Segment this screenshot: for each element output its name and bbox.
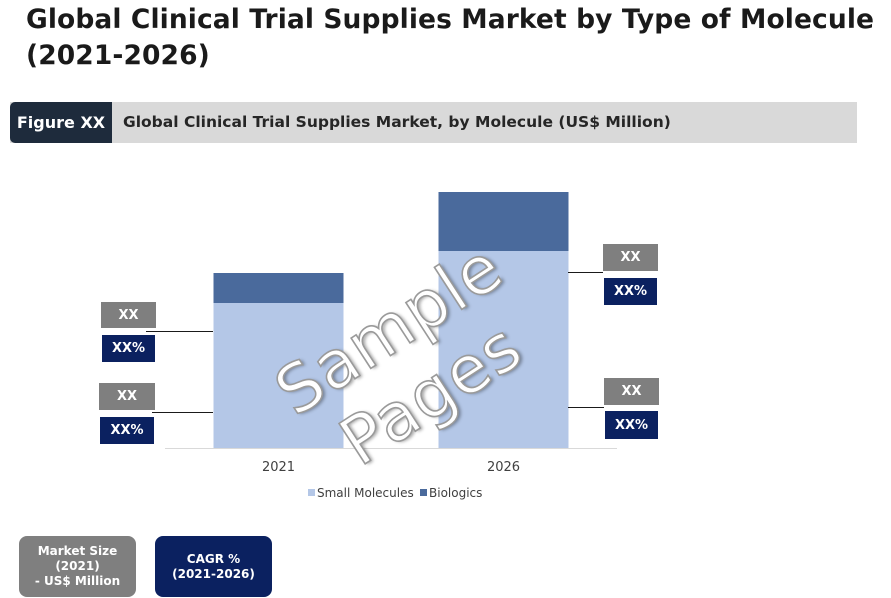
market-size-box: Market Size (2021) - US$ Million (19, 536, 136, 597)
x-tick-label-2021: 2021 (262, 460, 295, 475)
bar-2026-biologics (438, 192, 569, 251)
callout-share-2021-small-molecules: XX% (100, 417, 154, 444)
legend-swatch-biologics (420, 489, 427, 496)
market-size-line2: - US$ Million (34, 574, 121, 588)
bar-2021-small-molecules (213, 303, 344, 448)
legend-label-biologics: Biologics (429, 486, 482, 500)
x-tick-label-2026: 2026 (487, 460, 520, 475)
cagr-line2: (2021-2026) (172, 566, 255, 581)
market-size-line1: Market Size (2021) (37, 544, 118, 573)
legend-swatch-small-molecules (308, 489, 315, 496)
bar-2026-small-molecules (438, 251, 569, 448)
callout-value-2021-biologics: XX (101, 302, 156, 328)
figure-tag: Figure XX (10, 102, 112, 143)
callout-value-2021-small-molecules: XX (99, 383, 155, 410)
cagr-box: CAGR % (2021-2026) (155, 536, 272, 597)
callout-share-2021-biologics: XX% (102, 335, 155, 362)
legend-label-small-molecules: Small Molecules (317, 486, 414, 500)
bar-2021-biologics (213, 273, 344, 303)
figure-caption: Global Clinical Trial Supplies Market, b… (123, 113, 671, 131)
page-title: Global Clinical Trial Supplies Market by… (26, 4, 875, 71)
callout-share-2026-small-molecules: XX% (605, 411, 658, 439)
cagr-line1: CAGR % (186, 551, 241, 566)
callout-share-2026-biologics: XX% (604, 278, 657, 305)
callout-value-2026-small-molecules: XX (604, 378, 659, 405)
figure-header-bar: Figure XX Global Clinical Trial Supplies… (10, 102, 857, 143)
callout-value-2026-biologics: XX (603, 244, 658, 271)
